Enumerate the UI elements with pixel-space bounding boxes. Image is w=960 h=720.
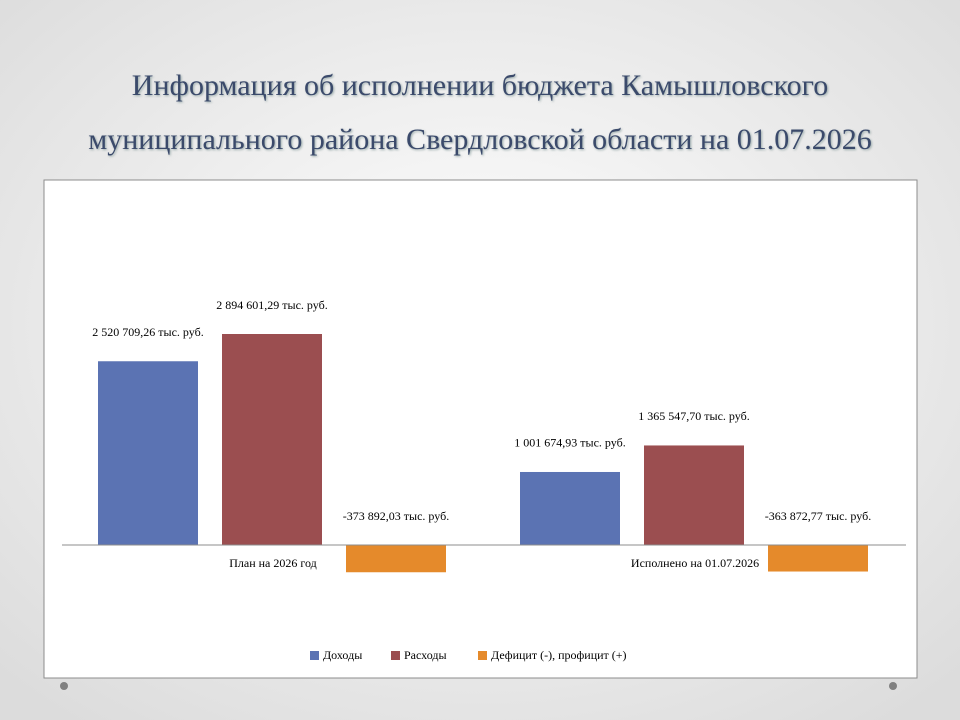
value-label: 1 001 674,93 тыс. руб.: [514, 436, 625, 450]
value-label: 1 365 547,70 тыс. руб.: [638, 409, 749, 423]
legend-label: Доходы: [323, 648, 362, 662]
legend-swatch: [391, 651, 400, 660]
decor-dot: [889, 682, 897, 690]
bar: [520, 471, 620, 545]
legend-label: Расходы: [404, 648, 447, 662]
bar: [346, 545, 446, 573]
bar: [98, 361, 198, 545]
bar: [644, 445, 744, 545]
legend-swatch: [310, 651, 319, 660]
legend-label: Дефицит (-), профицит (+): [491, 648, 627, 662]
x-tick-label: План на 2026 год: [229, 556, 317, 570]
value-label: 2 520 709,26 тыс. руб.: [92, 325, 203, 339]
decor-dot: [60, 682, 68, 690]
value-label: -373 892,03 тыс. руб.: [343, 509, 449, 523]
value-label: 2 894 601,29 тыс. руб.: [216, 298, 327, 312]
value-label: -363 872,77 тыс. руб.: [765, 509, 871, 523]
x-tick-label: Исполнено на 01.07.2026: [631, 556, 759, 570]
legend-swatch: [478, 651, 487, 660]
title-line: муниципального района Свердловской облас…: [88, 123, 872, 156]
bar: [768, 545, 868, 572]
title-line: Информация об исполнении бюджета Камышло…: [132, 69, 828, 102]
bar: [222, 334, 322, 545]
